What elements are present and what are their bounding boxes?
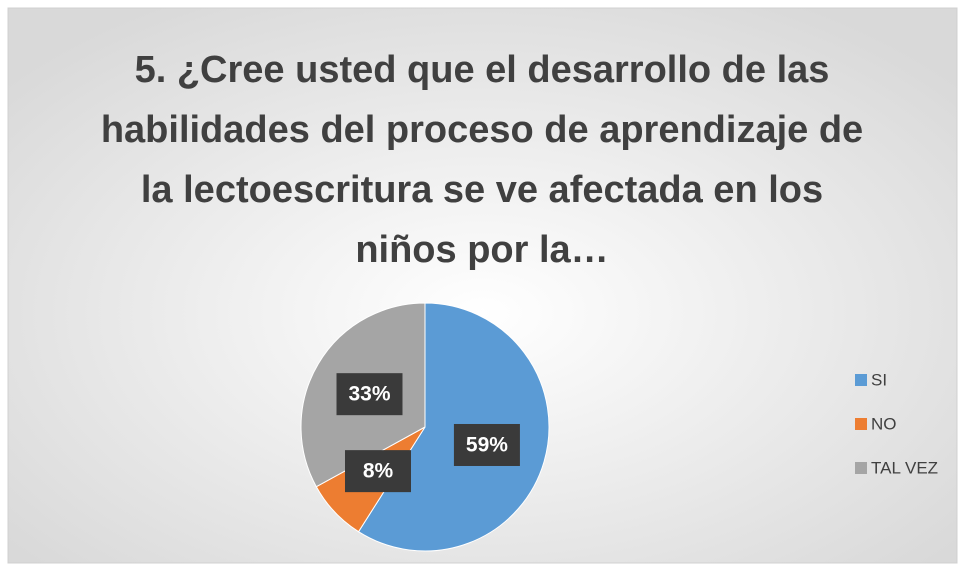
data-label: 33% [348,383,390,406]
data-label-box [453,423,520,466]
legend-label: SI [871,370,887,389]
data-label-box [344,450,411,493]
legend-label: TAL VEZ [871,458,938,477]
data-label: 8% [363,460,394,483]
chart-title: 5. ¿Cree usted que el desarrollo de las … [100,49,864,271]
legend-swatch [855,374,867,386]
data-label-box [336,373,403,416]
legend-swatch [855,418,867,430]
data-label: 59% [466,434,508,457]
legend-label: NO [871,414,897,433]
legend-swatch [855,462,867,474]
